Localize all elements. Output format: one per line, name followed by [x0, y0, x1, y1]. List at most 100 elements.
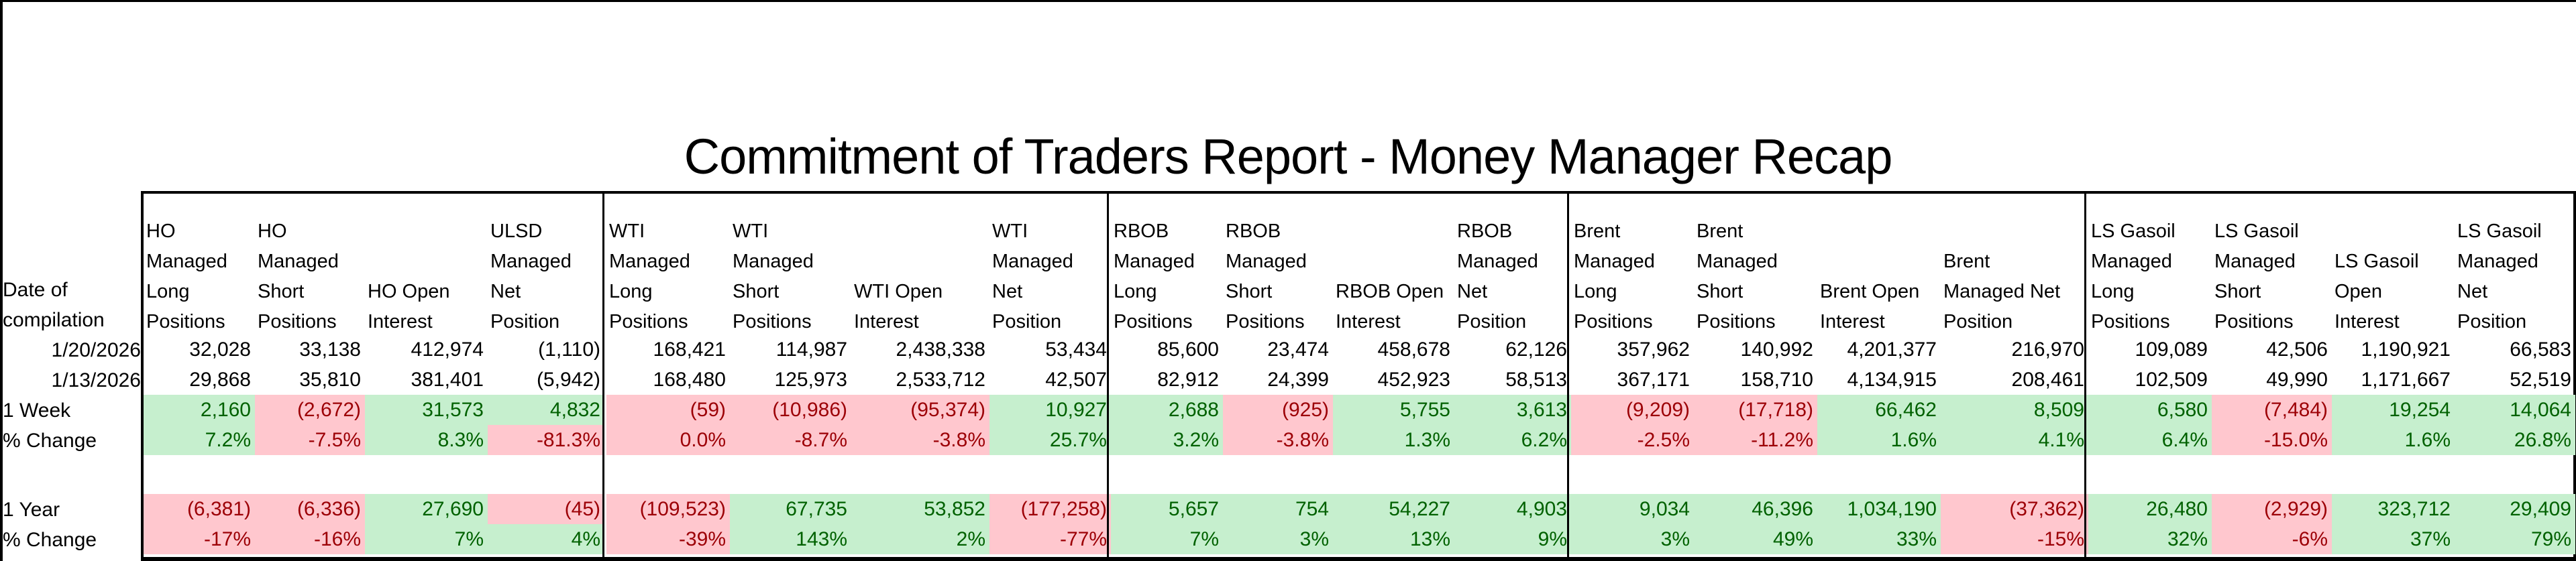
cell-week: 5,755 — [1333, 395, 1454, 425]
cell-prior: 2,533,712 — [896, 369, 985, 391]
cell-week-pct: -8.7% — [730, 425, 851, 455]
column-header: LS Gasoil Open Interest — [2334, 251, 2419, 332]
cell-prior: 452,923 — [1377, 369, 1450, 391]
cell-week-pct: 25.7% — [989, 425, 1111, 455]
cell-year-pct: 143% — [730, 524, 851, 554]
column-header: LS Gasoil Managed Short Positions — [2214, 221, 2299, 332]
cell-week-pct: 4.1% — [1941, 425, 2088, 455]
cell-prior: 24,399 — [1267, 369, 1329, 391]
cell-year: 27,690 — [365, 494, 488, 524]
cell-week-pct: 6.4% — [2088, 425, 2212, 455]
column: LS Gasoil Managed Long Positions 109,089 1… — [2088, 194, 2212, 557]
cell-year: (109,523) — [606, 494, 730, 524]
cell-week: (59) — [606, 395, 730, 425]
label-week-pct-change: % Change — [3, 430, 97, 452]
cell-prior: 125,973 — [774, 369, 847, 391]
cell-year: 4,903 — [1454, 494, 1571, 524]
cell-week: 19,254 — [2332, 395, 2455, 425]
cell-week-pct: -3.8% — [1223, 425, 1333, 455]
column: LS Gasoil Open Interest 1,190,921 1,171,66… — [2332, 194, 2455, 557]
cell-current: 33,138 — [299, 338, 361, 361]
column-header: RBOB Open Interest — [1336, 281, 1444, 332]
cell-year-pct: 79% — [2455, 524, 2575, 554]
column-header: RBOB Managed Long Positions — [1114, 221, 1195, 332]
cell-prior: 58,513 — [1505, 369, 1567, 391]
cell-week: 31,573 — [365, 395, 488, 425]
cell-year-pct: 49% — [1694, 524, 1817, 554]
cell-year-pct: 4% — [488, 524, 604, 554]
column-header: WTI Managed Long Positions — [609, 221, 690, 332]
cell-week-pct: 26.8% — [2455, 425, 2575, 455]
cell-week-pct: 1.6% — [2332, 425, 2455, 455]
section-wti: WTI Managed Long Positions 168,421 168,480… — [602, 194, 1111, 557]
cell-week-pct: -11.2% — [1694, 425, 1817, 455]
column-header: Brent Managed Long Positions — [1574, 221, 1655, 332]
cell-prior: 168,480 — [653, 369, 726, 391]
cell-year: 29,409 — [2455, 494, 2575, 524]
cell-year-pct: -16% — [255, 524, 365, 554]
cell-prior: 29,868 — [189, 369, 251, 391]
cell-current: 114,987 — [775, 338, 847, 361]
cell-week-pct: -7.5% — [255, 425, 365, 455]
column-header: WTI Open Interest — [854, 281, 943, 332]
cell-year-pct: 37% — [2332, 524, 2455, 554]
section-brent: Brent Managed Long Positions 357,962 367,1… — [1567, 194, 2088, 557]
cell-current: 109,089 — [2135, 338, 2208, 361]
label-1-week: 1 Week — [3, 399, 71, 422]
column-header: LS Gasoil Managed Long Positions — [2091, 221, 2176, 332]
cell-year-pct: 2% — [851, 524, 989, 554]
cell-current: 140,992 — [1740, 338, 1813, 361]
cell-week: 3,613 — [1454, 395, 1571, 425]
cell-year: 67,735 — [730, 494, 851, 524]
column: Brent Managed Short Positions 140,992 158,… — [1694, 194, 1817, 557]
cell-prior: 102,509 — [2135, 369, 2208, 391]
cell-year: 9,034 — [1571, 494, 1694, 524]
cell-week: (925) — [1223, 395, 1333, 425]
cell-prior: 4,134,915 — [1847, 369, 1937, 391]
cell-prior: 208,461 — [2011, 369, 2084, 391]
cell-week: 8,509 — [1941, 395, 2088, 425]
cell-current: 2,438,338 — [896, 338, 985, 361]
column-header: HO Managed Short Positions — [258, 221, 339, 332]
cell-year: 53,852 — [851, 494, 989, 524]
cell-year: (45) — [488, 494, 604, 524]
column: WTI Open Interest 2,438,338 2,533,712 (95,3… — [851, 194, 989, 557]
cell-year-pct: -17% — [144, 524, 255, 554]
cell-prior: 82,912 — [1157, 369, 1219, 391]
column: RBOB Managed Net Position 62,126 58,513 3,6… — [1454, 194, 1571, 557]
cell-current: 458,678 — [1377, 338, 1450, 361]
date-current: 1/20/2026 — [51, 339, 141, 361]
column-header: Brent Managed Net Position — [1943, 251, 2061, 332]
cell-week-pct: 1.6% — [1817, 425, 1941, 455]
column: WTI Managed Long Positions 168,421 168,480… — [606, 194, 730, 557]
cell-prior: 49,990 — [2266, 369, 2328, 391]
cell-current: 4,201,377 — [1847, 338, 1937, 361]
cell-prior: 367,171 — [1617, 369, 1690, 391]
cell-week-pct: 8.3% — [365, 425, 488, 455]
column: Brent Open Interest 4,201,377 4,134,915 66,… — [1817, 194, 1941, 557]
section-ls-gasoil: LS Gasoil Managed Long Positions 109,089 1… — [2084, 194, 2575, 557]
cell-current: 32,028 — [189, 338, 251, 361]
cell-year-pct: -15% — [1941, 524, 2088, 554]
cell-prior: 35,810 — [299, 369, 361, 391]
cell-year: (6,336) — [255, 494, 365, 524]
cell-year-pct: -77% — [989, 524, 1111, 554]
cell-week: (7,484) — [2212, 395, 2332, 425]
cell-year: (6,381) — [144, 494, 255, 524]
cell-year: (177,258) — [989, 494, 1111, 524]
cell-week-pct: 6.2% — [1454, 425, 1571, 455]
cell-week-pct: 0.0% — [606, 425, 730, 455]
cell-year: 54,227 — [1333, 494, 1454, 524]
column: LS Gasoil Managed Net Position 66,583 52,5… — [2455, 194, 2575, 557]
cell-current: 62,126 — [1505, 338, 1567, 361]
cell-year: 323,712 — [2332, 494, 2455, 524]
column-header: RBOB Managed Net Position — [1457, 221, 1538, 332]
cell-year: 1,034,190 — [1817, 494, 1941, 524]
label-1-year: 1 Year — [3, 499, 60, 521]
label-year-pct-change: % Change — [3, 529, 97, 551]
cell-current: 42,506 — [2266, 338, 2328, 361]
cell-year: 5,657 — [1111, 494, 1223, 524]
cell-current: 1,190,921 — [2361, 338, 2451, 361]
cell-year: 26,480 — [2088, 494, 2212, 524]
